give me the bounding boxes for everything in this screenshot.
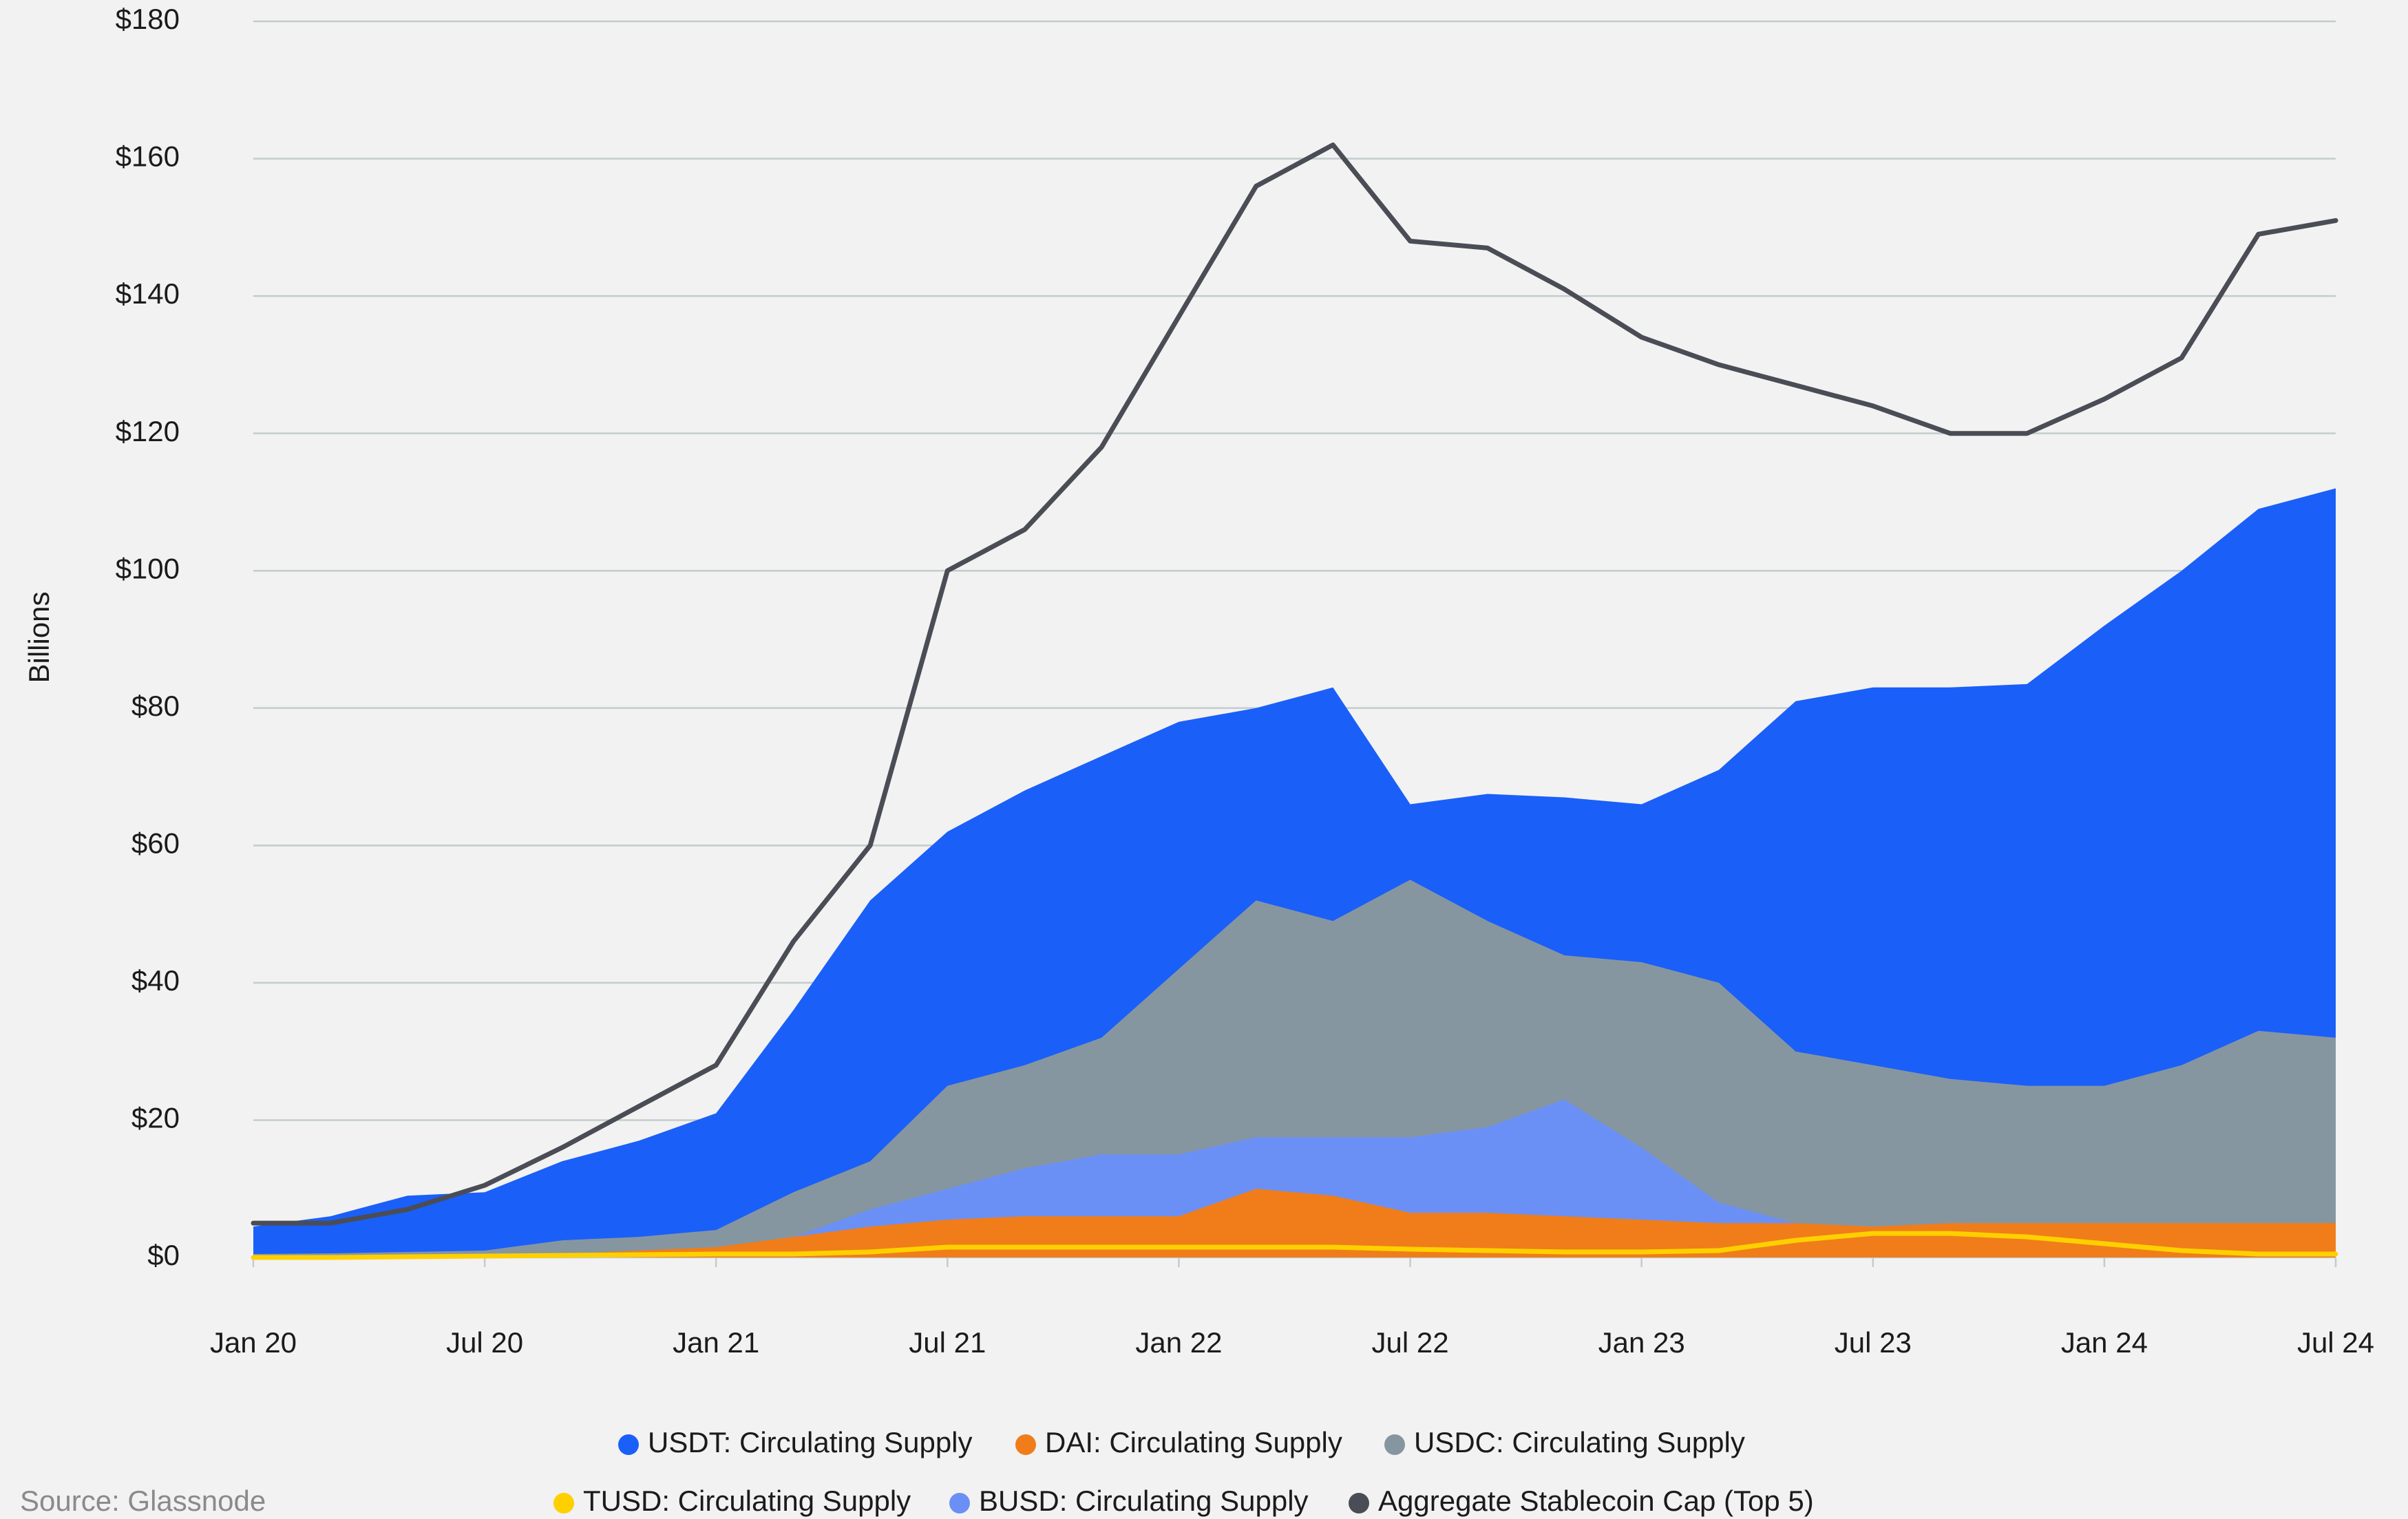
legend-swatch [618, 1434, 639, 1455]
y-tick-label: $80 [131, 690, 180, 722]
source-note: Source: Glassnode [20, 1485, 266, 1517]
x-tick-label: Jul 20 [446, 1326, 523, 1359]
y-tick-label: $140 [116, 277, 180, 310]
line [251, 142, 2338, 1226]
legend-label: DAI: Circulating Supply [1045, 1426, 1342, 1458]
legend-item: USDC: Circulating Supply [1384, 1426, 1745, 1458]
y-tick-label: $120 [116, 415, 180, 447]
area [253, 1099, 2336, 1257]
x-tick-label: Jul 22 [1372, 1326, 1449, 1359]
legend-label: Aggregate Stablecoin Cap (Top 5) [1378, 1485, 1814, 1517]
series-layer [251, 142, 2338, 1260]
line [251, 1231, 2338, 1260]
y-tick-label: $180 [116, 3, 180, 35]
legend-swatch [1015, 1434, 1036, 1455]
y-tick-label: $160 [116, 140, 180, 173]
y-tick-label: $60 [131, 827, 180, 859]
y-tick-label: $100 [116, 552, 180, 584]
y-tick-label: $40 [131, 964, 180, 997]
y-axis-title: Billions [23, 591, 55, 683]
legend-swatch [949, 1493, 970, 1513]
legend-item: Aggregate Stablecoin Cap (Top 5) [1349, 1485, 1814, 1517]
area [253, 880, 2336, 1257]
legend-item: BUSD: Circulating Supply [949, 1485, 1309, 1517]
x-tick-label: Jul 24 [2297, 1326, 2374, 1359]
y-tick-label: $0 [147, 1239, 180, 1271]
x-tick-label: Jan 24 [2061, 1326, 2148, 1359]
legend-label: USDC: Circulating Supply [1414, 1426, 1745, 1458]
legend-label: TUSD: Circulating Supply [583, 1485, 911, 1517]
x-tick-label: Jan 23 [1598, 1326, 1685, 1359]
x-tick-label: Jul 21 [909, 1326, 986, 1359]
legend-label: USDT: Circulating Supply [648, 1426, 973, 1458]
x-tick-label: Jul 23 [1835, 1326, 1912, 1359]
legend-swatch [1349, 1493, 1369, 1513]
legend-item: DAI: Circulating Supply [1015, 1426, 1342, 1458]
legend-item: TUSD: Circulating Supply [553, 1485, 911, 1517]
legend-swatch [553, 1493, 574, 1513]
legend-swatch [1384, 1434, 1405, 1455]
legend-item: USDT: Circulating Supply [618, 1426, 973, 1458]
y-tick-label: $20 [131, 1102, 180, 1134]
x-tick-label: Jan 21 [673, 1326, 759, 1359]
x-tick-label: Jan 22 [1135, 1326, 1222, 1359]
legend-label: BUSD: Circulating Supply [979, 1485, 1309, 1517]
x-tick-label: Jan 20 [210, 1326, 297, 1359]
